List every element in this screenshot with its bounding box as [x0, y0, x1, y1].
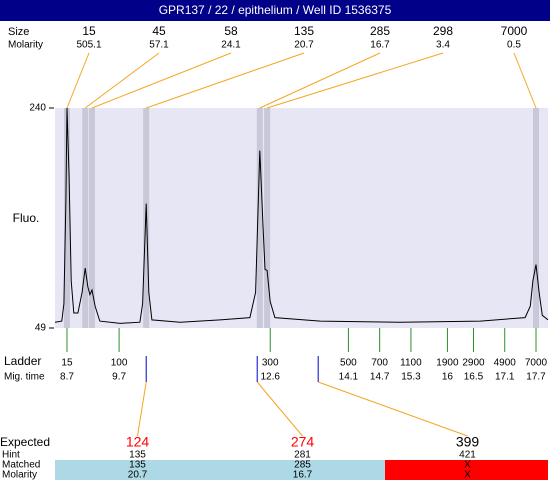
ladder-size: 4900	[494, 358, 517, 369]
expected-value: 399	[456, 434, 480, 450]
matched-value: X	[464, 460, 471, 471]
peak-band	[89, 108, 96, 328]
ladder-time: 15.3	[401, 372, 421, 383]
peak-size: 7000	[501, 24, 528, 38]
ladder-time: 17.1	[495, 372, 515, 383]
expected-connector	[318, 381, 468, 437]
matched-value: 135	[129, 460, 146, 471]
peak-molarity: 16.7	[370, 40, 390, 51]
ladder-time: 8.7	[60, 372, 74, 383]
plot-area	[55, 108, 548, 328]
peak-connector	[259, 52, 381, 109]
ladder-time: 9.7	[112, 372, 126, 383]
result-cell	[220, 460, 385, 480]
y-tick-label: 240	[29, 103, 46, 114]
ladder-label: Ladder	[4, 354, 41, 368]
mig-time-label: Mig. time	[4, 372, 45, 383]
peak-size: 15	[82, 24, 96, 38]
hint-value: 421	[459, 450, 476, 461]
matched-value: 285	[294, 460, 311, 471]
peak-band	[82, 108, 89, 328]
ladder-size: 1900	[436, 358, 459, 369]
peak-connector	[66, 52, 90, 109]
peak-size: 298	[433, 24, 453, 38]
peak-band	[533, 108, 540, 328]
peak-molarity: 3.4	[436, 40, 450, 51]
peak-connector	[266, 52, 444, 109]
ladder-time: 17.7	[526, 372, 546, 383]
peak-size: 135	[294, 24, 314, 38]
ladder-size: 2900	[462, 358, 485, 369]
molarity-value: X	[464, 470, 471, 480]
peak-connector	[146, 52, 305, 109]
molarity-label: Molarity	[8, 40, 43, 51]
hint-value: 281	[294, 450, 311, 461]
peak-molarity: 57.1	[149, 40, 169, 51]
expected-value: 124	[126, 434, 150, 450]
expected-connector	[137, 381, 147, 437]
header-title: GPR137 / 22 / epithelium / Well ID 15363…	[159, 3, 392, 17]
ladder-time: 14.7	[370, 372, 390, 383]
ladder-size: 100	[111, 358, 128, 369]
ladder-size: 500	[340, 358, 357, 369]
y-axis-label: Fluo.	[13, 211, 40, 225]
peak-size: 45	[152, 24, 166, 38]
row-label: Hint	[2, 450, 20, 461]
molarity-value: 20.7	[128, 470, 148, 480]
peak-connector	[513, 52, 537, 109]
peak-molarity: 24.1	[221, 40, 241, 51]
ladder-time: 14.1	[339, 372, 359, 383]
ladder-size: 7000	[525, 358, 548, 369]
peak-band	[256, 108, 263, 328]
trace	[54, 107, 549, 324]
peak-molarity: 0.5	[507, 40, 521, 51]
peak-band	[264, 108, 271, 328]
molarity-value: 16.7	[293, 470, 313, 480]
row-label: Expected	[0, 435, 50, 449]
row-label: Molarity	[2, 470, 37, 480]
ladder-size: 700	[371, 358, 388, 369]
ladder-time: 16	[442, 372, 454, 383]
expected-value: 274	[291, 434, 315, 450]
ladder-size: 300	[262, 358, 279, 369]
ladder-size: 1100	[400, 358, 422, 369]
peak-molarity: 505.1	[76, 40, 101, 51]
peak-band	[63, 108, 70, 328]
peak-size: 285	[370, 24, 390, 38]
y-tick-label: 49	[35, 323, 47, 334]
result-cell	[55, 460, 220, 480]
result-cell	[385, 460, 548, 480]
peak-size: 58	[224, 24, 238, 38]
peak-molarity: 20.7	[294, 40, 314, 51]
hint-value: 135	[129, 450, 146, 461]
size-label: Size	[8, 26, 29, 38]
ladder-time: 16.5	[464, 372, 484, 383]
peak-connector	[84, 52, 160, 109]
ladder-size: 15	[61, 358, 73, 369]
header-bar	[0, 0, 550, 21]
expected-connector	[256, 381, 303, 437]
ladder-time: 12.6	[260, 372, 280, 383]
row-label: Matched	[2, 460, 40, 471]
peak-connector	[91, 52, 232, 109]
